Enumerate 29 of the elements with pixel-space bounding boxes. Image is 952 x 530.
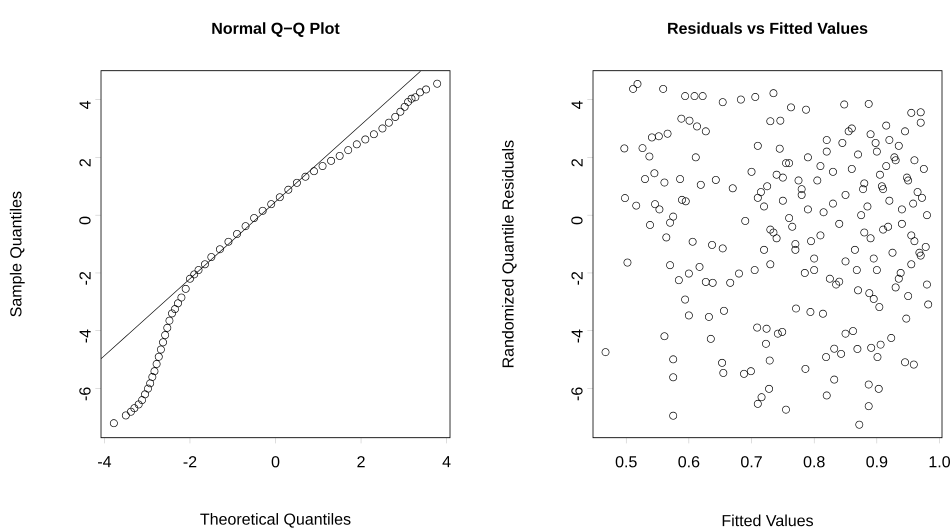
y-tick-label: -2	[79, 272, 91, 285]
x-tick-label: 0.9	[866, 456, 888, 468]
x-tick-label: 0.5	[616, 456, 637, 468]
x-tick-label: 2	[357, 456, 365, 468]
y-tick-label: 4	[80, 100, 91, 109]
x-tick-label: -2	[184, 456, 196, 468]
y-tick-label: 0	[79, 216, 91, 224]
x-tick-label: 4	[442, 456, 451, 468]
x-tick-label: 0.6	[678, 456, 700, 468]
x-tick-label: 0.8	[804, 456, 825, 468]
x-tick-label: 1.0	[930, 456, 950, 468]
y-tick-label: -6	[571, 387, 583, 400]
chart-title: Residuals vs Fitted Values	[668, 22, 868, 34]
y-tick-label: -4	[572, 329, 583, 342]
y-tick-label: -6	[79, 387, 91, 400]
x-axis-title: Theoretical Quantiles	[200, 513, 350, 528]
x-tick-label: 0.7	[741, 456, 762, 468]
y-tick-label: -4	[80, 329, 91, 342]
y-tick-label: 2	[571, 159, 583, 166]
chart-title: Normal Q−Q Plot	[212, 22, 340, 37]
y-tick-label: 2	[79, 159, 91, 166]
y-axis-title: Randomized Quantile Residuals	[502, 140, 517, 368]
x-tick-label: -4	[98, 456, 112, 468]
x-axis-title: Fitted Values	[722, 514, 814, 526]
y-axis-title: Sample Quantiles	[10, 192, 25, 317]
y-tick-label: 0	[571, 216, 583, 224]
y-tick-label: -2	[571, 272, 583, 285]
y-tick-label: 4	[572, 100, 583, 109]
x-tick-label: 0	[272, 456, 280, 468]
